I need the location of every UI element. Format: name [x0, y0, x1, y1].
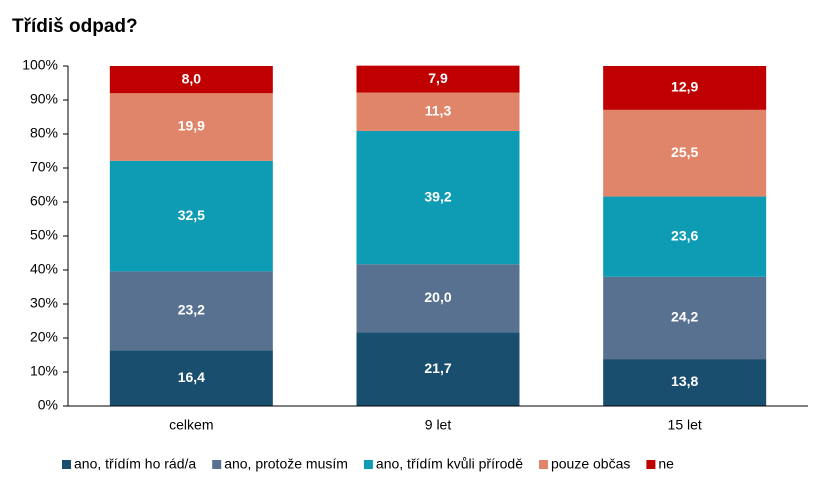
data-label: 13,8 — [671, 373, 698, 389]
bar-segment — [356, 264, 520, 333]
chart-title: Třídiš odpad? — [12, 16, 138, 37]
x-tick-label: 9 let — [425, 417, 452, 433]
y-tick-label: 0% — [38, 397, 58, 413]
data-label: 32,5 — [178, 207, 205, 223]
y-tick-label: 40% — [30, 261, 58, 277]
bar-segment — [356, 92, 520, 131]
y-tick-label: 10% — [30, 363, 58, 379]
bar-segment — [109, 350, 273, 406]
y-tick-label: 80% — [30, 125, 58, 141]
bar-segment — [109, 271, 273, 351]
data-label: 21,7 — [424, 360, 451, 376]
bar-segment — [603, 196, 767, 277]
y-tick-label: 60% — [30, 193, 58, 209]
data-label: 8,0 — [182, 70, 202, 86]
data-label: 12,9 — [671, 79, 698, 95]
y-tick-label: 20% — [30, 329, 58, 345]
x-tick-label: celkem — [169, 417, 213, 433]
y-tick-label: 100% — [22, 57, 58, 73]
data-label: 24,2 — [671, 309, 698, 325]
data-label: 39,2 — [424, 188, 451, 204]
data-label: 25,5 — [671, 144, 698, 160]
legend-swatch — [212, 460, 222, 469]
bar-segment — [356, 130, 520, 265]
y-tick-label: 90% — [30, 91, 58, 107]
legend-label: ano, třídím ho rád/a — [74, 456, 196, 472]
data-label: 20,0 — [424, 289, 451, 305]
bar-segment — [603, 109, 767, 197]
legend-swatch — [538, 460, 548, 469]
data-label: 23,2 — [178, 302, 205, 318]
x-tick-label: 15 let — [668, 417, 702, 433]
data-label: 23,6 — [671, 227, 698, 243]
data-label: 11,3 — [425, 102, 452, 118]
y-tick-label: 70% — [30, 159, 58, 175]
legend-label: ne — [658, 456, 674, 472]
bar-segment — [603, 276, 767, 360]
legend-swatch — [363, 460, 373, 469]
legend-label: pouze občas — [551, 456, 630, 472]
bar-segment — [356, 332, 520, 406]
bar-segment — [603, 359, 767, 406]
data-label: 16,4 — [178, 369, 205, 385]
bar-segment — [603, 66, 767, 110]
legend-label: ano, protože musím — [224, 456, 348, 472]
bar-segment — [109, 66, 273, 94]
legend-swatch — [646, 460, 656, 469]
y-tick-label: 50% — [30, 227, 58, 243]
y-tick-label: 30% — [30, 295, 58, 311]
data-label: 19,9 — [178, 118, 205, 134]
bar-segment — [109, 160, 273, 272]
bar-segment — [109, 93, 273, 161]
legend-swatch — [62, 460, 71, 469]
legend-label: ano, třídím kvůli přírodě — [376, 456, 523, 472]
data-label: 7,9 — [428, 70, 448, 86]
bar-segment — [356, 65, 520, 93]
